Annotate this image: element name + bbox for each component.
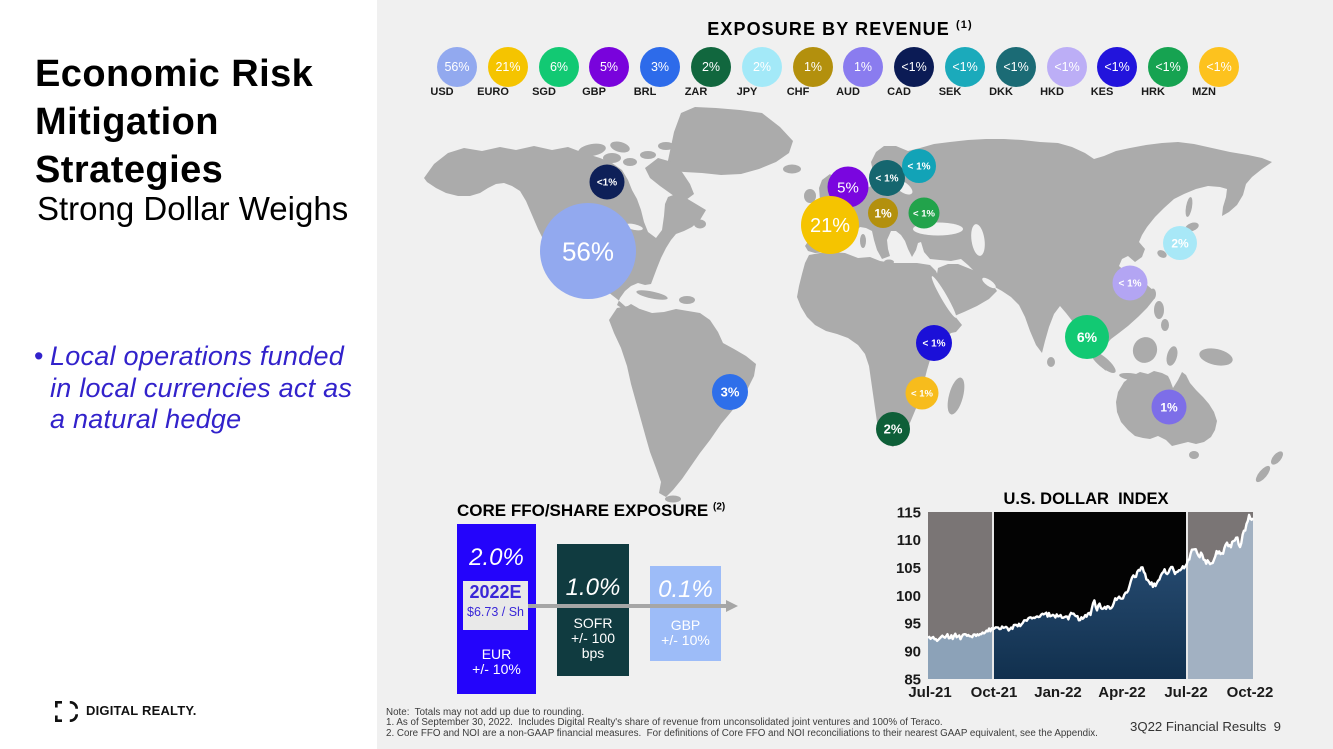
svg-text:Oct-22: Oct-22 xyxy=(1227,684,1274,701)
svg-text:6%: 6% xyxy=(1077,329,1098,345)
svg-text:2%: 2% xyxy=(1171,236,1189,250)
svg-text:< 1%: < 1% xyxy=(875,174,898,185)
svg-text:< 1%: < 1% xyxy=(1118,279,1141,290)
svg-text:1%: 1% xyxy=(1160,400,1178,414)
svg-text:Apr-22: Apr-22 xyxy=(1098,684,1146,701)
svg-text:Oct-21: Oct-21 xyxy=(971,684,1018,701)
svg-text:Jan-22: Jan-22 xyxy=(1034,684,1082,701)
svg-text:< 1%: < 1% xyxy=(907,162,930,173)
svg-text:< 1%: < 1% xyxy=(911,388,933,399)
svg-text:Jul-21: Jul-21 xyxy=(908,684,951,701)
svg-text:3%: 3% xyxy=(721,385,740,400)
svg-text:<1%: <1% xyxy=(597,178,617,189)
svg-text:< 1%: < 1% xyxy=(922,339,945,350)
svg-text:1%: 1% xyxy=(874,206,892,220)
svg-text:110: 110 xyxy=(897,532,921,549)
svg-text:Jul-22: Jul-22 xyxy=(1164,684,1207,701)
svg-text:90: 90 xyxy=(904,644,921,661)
svg-text:100: 100 xyxy=(896,588,921,605)
svg-text:21%: 21% xyxy=(810,215,850,237)
svg-text:85: 85 xyxy=(904,671,921,688)
svg-text:5%: 5% xyxy=(837,179,859,196)
svg-text:< 1%: < 1% xyxy=(913,208,935,219)
svg-text:105: 105 xyxy=(896,560,921,577)
svg-text:56%: 56% xyxy=(562,236,614,266)
svg-text:U.S. DOLLAR INDEX: U.S. DOLLAR INDEX xyxy=(1003,490,1168,508)
svg-text:115: 115 xyxy=(897,504,921,521)
svg-text:95: 95 xyxy=(904,616,921,633)
svg-text:2%: 2% xyxy=(884,422,903,437)
